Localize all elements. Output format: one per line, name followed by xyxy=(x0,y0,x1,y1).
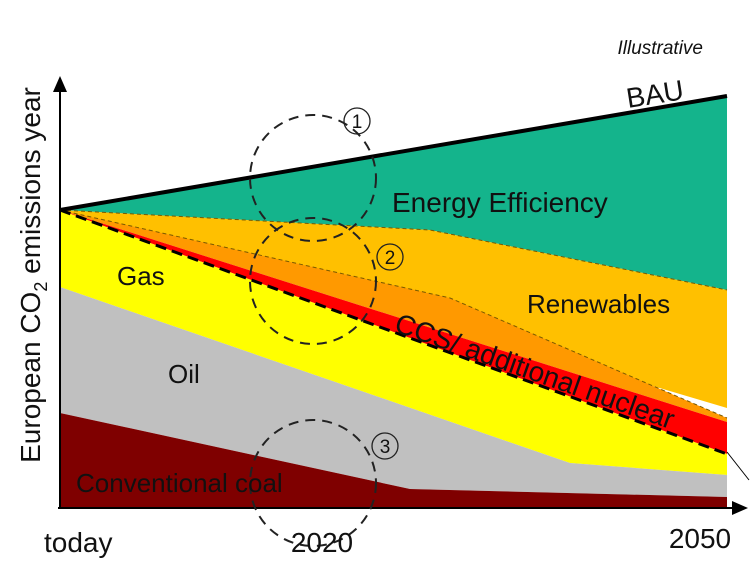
marker-badge-1 xyxy=(343,107,371,135)
label-conventional-coal: Conventional coal xyxy=(76,468,283,498)
area-oil xyxy=(60,287,727,497)
x-axis-arrow xyxy=(732,501,748,515)
area-conventional-coal xyxy=(60,413,727,507)
area-gas xyxy=(60,210,727,475)
marker-number-2: 2 xyxy=(385,248,396,269)
x-tick-2050: 2050 xyxy=(669,523,731,554)
marker-badge-3 xyxy=(371,432,399,460)
leader-line xyxy=(726,451,750,481)
marker-number-1: 1 xyxy=(352,112,363,133)
illustrative-note: Illustrative xyxy=(617,38,703,59)
y-axis-label: European CO2 emissions year xyxy=(15,87,51,463)
y-axis-arrow xyxy=(53,76,67,92)
label-renewables: Renewables xyxy=(527,289,670,319)
marker-badge-2 xyxy=(376,243,404,271)
y-axis-label-sub: 2 xyxy=(31,282,51,292)
y-axis-label-pre: European CO xyxy=(15,292,46,463)
marker-circle-1 xyxy=(249,114,377,242)
x-tick-today: today xyxy=(44,527,113,558)
y-axis-label-post: emissions year xyxy=(15,87,46,282)
label-gas: Gas xyxy=(117,261,165,291)
x-tick-2020: 2020 xyxy=(291,527,353,558)
marker-circle-2 xyxy=(249,217,377,345)
inner-dashed-boundary xyxy=(59,209,728,419)
label-energy-efficiency: Energy Efficiency xyxy=(392,187,608,218)
area-energy-efficiency xyxy=(60,96,727,290)
marker-circle-3 xyxy=(249,419,377,547)
label-oil: Oil xyxy=(168,359,200,389)
marker-number-3: 3 xyxy=(380,437,391,458)
bau-line xyxy=(59,94,728,212)
